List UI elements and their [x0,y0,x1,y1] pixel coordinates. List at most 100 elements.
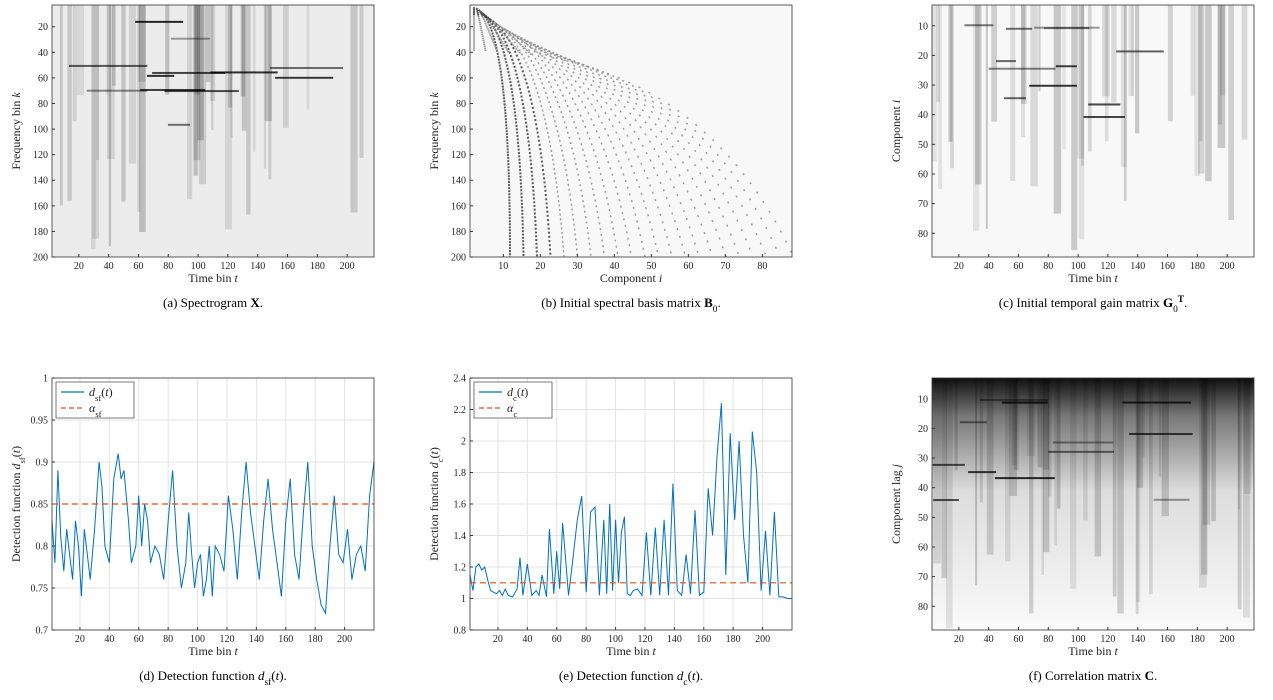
heatmap-texture [985,5,988,230]
heatmap-texture [472,49,795,258]
x-tick-label: 40 [104,634,114,645]
text-part: d [677,668,684,683]
x-tick-label: 80 [757,261,767,272]
axes-frame [469,4,793,258]
x-tick-label: 140 [1130,634,1145,645]
x-tick-label: 160 [278,634,293,645]
y-tick-label: 20 [456,22,466,33]
heatmap-texture [964,24,994,27]
y-tick-label: 30 [918,81,928,92]
x-tick-label: 60 [1013,634,1023,645]
x-tick-label: 180 [308,634,323,645]
x-tick-label: 180 [1190,634,1205,645]
heatmap-texture [137,5,146,82]
text-part: X [250,295,260,310]
heatmap-texture [350,5,358,213]
heatmap-texture [472,45,768,258]
heatmap-texture [240,5,246,97]
text-part: d [89,385,96,399]
heatmap-texture [472,25,633,258]
y-tick-label: 40 [918,110,928,121]
text-part: Detection function [9,469,23,562]
legend-box [55,381,135,419]
y-tick-label: 10 [918,394,928,405]
y-axis-label: Detection function dsf(t) [9,446,27,562]
heatmap-texture [979,378,983,503]
heatmap-texture [472,29,660,258]
subplot: 20 40 60 80 100 120 140 160 180 200 10 20 30 40 50 60 70… [918,4,1255,272]
y-tick-label: 100 [33,125,48,136]
heatmap-texture [1218,5,1223,125]
heatmap-texture [306,5,310,110]
text-part: 0 [1173,305,1178,315]
text-part: ). [696,668,704,683]
y-tick-label: 80 [456,99,466,110]
y-tick-label: 20 [918,424,928,435]
y-tick-label: 1 [461,594,466,605]
axes-frame [51,4,375,258]
y-tick-label: 50 [918,140,928,151]
y-tick-label: 40 [456,48,466,59]
text-part: ) [524,385,528,399]
heatmap-texture [979,398,1048,401]
heatmap-texture [193,5,201,161]
x-tick-label: 120 [1100,634,1115,645]
heatmap-texture [359,5,364,158]
text-part: t [234,644,238,658]
text-part: ( [9,453,23,457]
heatmap-texture [106,5,109,96]
x-tick-label: 10 [498,261,508,272]
heatmap-texture [1043,27,1090,30]
heatmap-texture [108,5,112,247]
x-axis-label: Component i [600,271,662,285]
heatmap-texture [1056,378,1061,509]
x-tick-label: 30 [572,261,582,272]
text-part: c [683,678,687,688]
y-axis-label: Detection function dc(t) [427,447,445,561]
y-tick-label: 70 [918,199,928,210]
text-part: Detection function [427,468,441,561]
y-tick-label: 50 [918,513,928,524]
text-part: t [521,385,525,399]
heatmap-texture [1198,378,1207,588]
heatmap-texture [1043,378,1050,553]
heatmap-texture [1161,378,1169,517]
heatmap-texture [1137,378,1144,488]
heatmap-texture [1149,378,1153,595]
legend-label: αc [507,401,517,419]
text-part: 0 [713,305,718,315]
heatmap-texture [69,64,148,67]
heatmap-texture [135,20,184,23]
text-part: t [427,450,441,454]
text-part: t [1114,644,1118,658]
x-tick-label: 80 [163,634,173,645]
text-part: ( [271,668,275,683]
heatmap-texture [275,76,334,79]
y-tick-label: 80 [918,229,928,240]
heatmap-texture [241,5,247,131]
text-part: Frequency bin [427,98,441,170]
x-axis-label: Time bin t [188,271,238,285]
y-axis-label: Frequency bin k [427,92,441,170]
heatmap-texture [90,5,96,250]
heatmap-texture [67,5,72,201]
heatmap-texture [932,5,937,162]
text-part: Time bin [188,644,234,658]
legend-label: αsf [89,401,102,419]
text-part: d [258,668,265,683]
heatmap-texture [991,5,998,122]
y-tick-label: 140 [33,176,48,187]
heatmap-texture [933,499,959,502]
heatmap-texture [986,378,994,555]
heatmap-texture [472,21,606,258]
heatmap-texture [1120,5,1127,168]
x-tick-label: 120 [219,634,234,645]
x-tick-label: 180 [1190,261,1205,272]
legend-box [473,381,553,419]
x-tick-label: 200 [1220,261,1235,272]
heatmap-texture [111,5,116,86]
heatmap-texture [1241,5,1248,140]
data-line [51,453,375,616]
x-tick-label: 40 [522,634,532,645]
heatmap-texture [121,5,126,202]
